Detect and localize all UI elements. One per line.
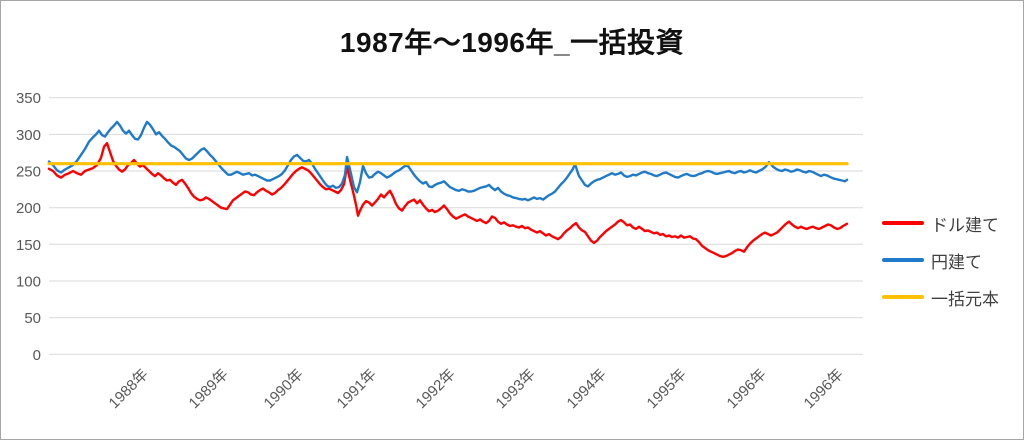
x-axis-tick-label: 1996年 [724,366,770,412]
principal-series-swatch-icon [882,295,924,299]
legend-item-yen: 円建て [882,249,999,272]
x-axis-tick-label: 1988年 [106,366,152,412]
dollar-series-swatch-icon [882,221,924,225]
x-axis-tick-label: 1991年 [334,366,380,412]
x-axis-tick-label: 1995年 [644,366,690,412]
legend-label-yen: 円建て [931,252,982,272]
y-axis-tick-label: 50 [24,310,41,327]
legend-label-principal: 一括元本 [931,289,999,309]
legend-item-principal: 一括元本 [882,286,999,309]
series-円建て [47,120,849,202]
legend: ドル建て 円建て 一括元本 [882,212,999,323]
x-axis-tick-label: 1994年 [564,366,610,412]
legend-label-dollar: ドル建て [931,215,999,235]
y-axis-tick-label: 250 [16,164,41,181]
x-axis-tick-label: 1990年 [261,366,307,412]
y-axis-tick-label: 350 [16,90,41,107]
x-axis-tick-label: 1992年 [413,366,459,412]
chart-title: 1987年～1996年_一括投資 [339,27,685,58]
y-axis-tick-label: 150 [16,237,41,254]
legend-item-dollar: ドル建て [882,212,999,235]
x-axis-tick-label: 1993年 [493,366,539,412]
y-axis-tick-label: 0 [33,347,41,364]
series-ドル建て [47,141,849,259]
x-axis-tick-label: 1996年 [801,366,847,412]
y-axis-tick-label: 200 [16,200,41,217]
y-axis-tick-label: 100 [16,274,41,291]
x-axis-tick-label: 1989年 [186,366,232,412]
y-axis-tick-label: 300 [16,127,41,144]
yen-series-swatch-icon [882,258,924,262]
